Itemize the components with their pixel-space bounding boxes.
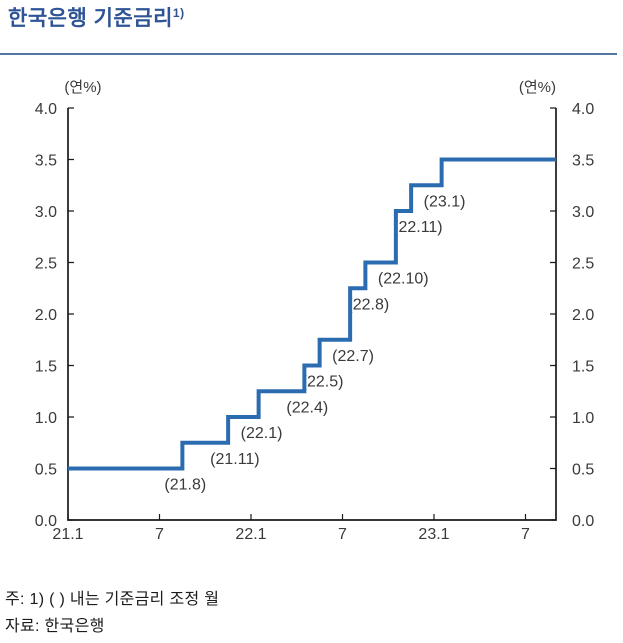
y-tick-label-right: 0.5 [572,462,594,479]
x-tick-label: 22.1 [235,526,266,543]
y-tick-label-left: 1.0 [35,410,57,427]
y-tick-label-right: 1.0 [572,410,594,427]
y-tick-label-right: 4.0 [572,101,594,118]
y-tick-label-left: 2.5 [35,256,57,273]
x-tick-label: 7 [155,526,164,543]
step-annotation: (22.4) [286,399,328,416]
step-annotation: (22.8) [347,296,389,313]
step-annotation: (22.7) [332,348,374,365]
step-annotation: (23.1) [424,193,466,210]
y-tick-label-left: 2.0 [35,307,57,324]
y-tick-label-right: 2.5 [572,256,594,273]
y-tick-label-left: 4.0 [35,101,57,118]
y-axis-unit-left: (연%) [64,79,101,96]
y-tick-label-right: 1.5 [572,359,594,376]
y-axis-unit-right: (연%) [519,79,556,96]
y-tick-label-left: 3.0 [35,204,57,221]
y-tick-label-right: 3.5 [572,153,594,170]
step-annotation: (21.8) [164,477,206,494]
y-tick-label-left: 3.5 [35,153,57,170]
x-tick-label: 7 [521,526,530,543]
step-annotation: (22.5) [302,374,344,391]
page-title-text: 한국은행 기준금리 [8,7,173,30]
chart-footnote: 주: 1) ( ) 내는 기준금리 조정 월 [5,591,220,608]
y-tick-label-right: 2.0 [572,307,594,324]
y-tick-label-left: 0.5 [35,462,57,479]
step-annotation: (22.1) [241,425,283,442]
axis-spines [67,108,557,521]
chart-source: 자료: 한국은행 [5,618,105,635]
x-tick-label: 21.1 [52,526,83,543]
page-title: 한국은행 기준금리1) [8,2,185,32]
y-tick-label-right: 3.0 [572,204,594,221]
step-annotation: (22.11) [393,219,443,236]
y-tick-label-left: 1.5 [35,359,57,376]
x-tick-label: 23.1 [418,526,449,543]
base-rate-step-line [68,157,556,471]
axis-ticks [67,107,556,521]
footnote-marker: 1) [172,6,185,20]
title-divider [0,53,617,55]
y-tick-label-right: 0.0 [572,513,594,530]
x-tick-label: 7 [338,526,347,543]
y-tick-label-left: 0.0 [35,513,57,530]
step-annotation: (21.11) [210,451,260,468]
step-annotation: (22.10) [378,271,429,288]
